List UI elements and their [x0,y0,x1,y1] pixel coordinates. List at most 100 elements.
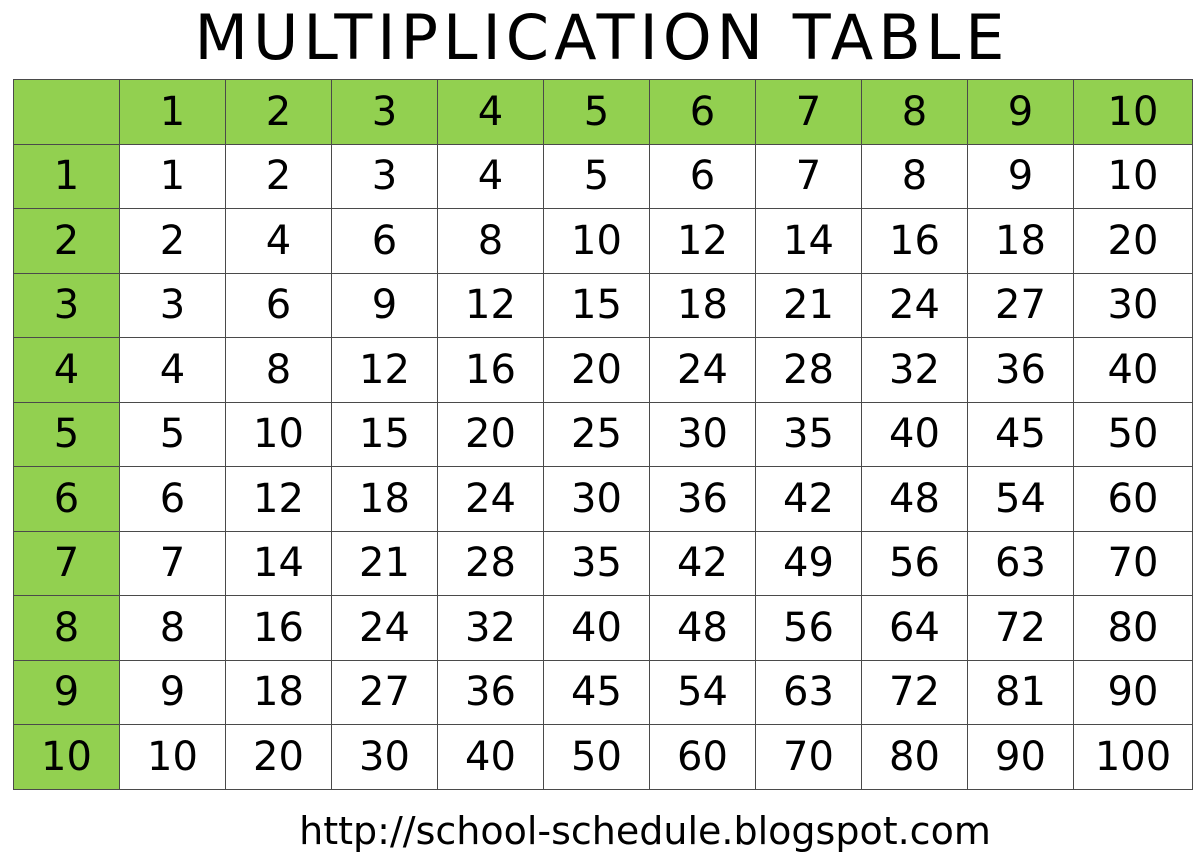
product-cell: 30 [1073,272,1193,338]
product-cell: 18 [967,208,1074,274]
product-cell: 36 [437,659,544,725]
product-cell: 40 [1073,337,1193,403]
product-cell: 14 [755,208,862,274]
product-cell: 1 [119,143,226,209]
product-cell: 81 [967,659,1074,725]
product-cell: 20 [543,337,650,403]
product-cell: 54 [649,659,756,725]
product-cell: 50 [543,724,650,790]
product-cell: 60 [649,724,756,790]
product-cell: 30 [543,466,650,532]
product-cell: 25 [543,401,650,467]
product-cell: 80 [1073,595,1193,661]
column-header: 6 [649,79,756,145]
product-cell: 40 [543,595,650,661]
table-body: 1 1 2 3 4 5 6 7 8 9 10 2 2 4 6 8 10 12 14 16 18 20 3 3 6 9 12 15 18 2… [13,143,1193,790]
product-cell: 35 [543,530,650,596]
product-cell: 18 [331,466,438,532]
product-cell: 8 [119,595,226,661]
product-cell: 8 [437,208,544,274]
product-cell: 24 [861,272,968,338]
product-cell: 100 [1073,724,1193,790]
column-header-row: 1 2 3 4 5 6 7 8 9 10 [13,79,1193,145]
product-cell: 50 [1073,401,1193,467]
row-header: 6 [13,466,120,532]
row-header: 1 [13,143,120,209]
product-cell: 90 [1073,659,1193,725]
product-cell: 16 [225,595,332,661]
product-cell: 72 [861,659,968,725]
product-cell: 12 [331,337,438,403]
product-cell: 32 [861,337,968,403]
product-cell: 3 [331,143,438,209]
product-cell: 5 [543,143,650,209]
product-cell: 45 [543,659,650,725]
product-cell: 15 [543,272,650,338]
product-cell: 6 [331,208,438,274]
product-cell: 64 [861,595,968,661]
product-cell: 27 [967,272,1074,338]
product-cell: 3 [119,272,226,338]
column-header: 8 [861,79,968,145]
row-header: 8 [13,595,120,661]
product-cell: 60 [1073,466,1193,532]
column-header: 2 [225,79,332,145]
product-cell: 20 [437,401,544,467]
table-row: 3 3 6 9 12 15 18 21 24 27 30 [13,272,1193,338]
product-cell: 28 [437,530,544,596]
product-cell: 36 [967,337,1074,403]
product-cell: 30 [649,401,756,467]
product-cell: 6 [225,272,332,338]
product-cell: 4 [225,208,332,274]
table-row: 6 6 12 18 24 30 36 42 48 54 60 [13,466,1193,532]
product-cell: 49 [755,530,862,596]
product-cell: 10 [543,208,650,274]
column-header: 1 [119,79,226,145]
multiplication-table: 1 2 3 4 5 6 7 8 9 10 1 1 2 3 4 5 6 7 8 9 10 2 2 4 6 8 10… [13,79,1193,790]
product-cell: 48 [649,595,756,661]
product-cell: 5 [119,401,226,467]
table-row: 10 10 20 30 40 50 60 70 80 90 100 [13,724,1193,790]
footer-url: http://school-schedule.blogspot.com [299,809,991,853]
product-cell: 9 [119,659,226,725]
product-cell: 80 [861,724,968,790]
product-cell: 70 [755,724,862,790]
column-header: 7 [755,79,862,145]
product-cell: 42 [755,466,862,532]
product-cell: 63 [967,530,1074,596]
product-cell: 32 [437,595,544,661]
column-header: 5 [543,79,650,145]
product-cell: 28 [755,337,862,403]
product-cell: 18 [225,659,332,725]
row-header: 7 [13,530,120,596]
product-cell: 21 [755,272,862,338]
column-header: 9 [967,79,1074,145]
product-cell: 10 [119,724,226,790]
table-row: 2 2 4 6 8 10 12 14 16 18 20 [13,208,1193,274]
table-row: 1 1 2 3 4 5 6 7 8 9 10 [13,143,1193,209]
product-cell: 42 [649,530,756,596]
product-cell: 7 [755,143,862,209]
product-cell: 45 [967,401,1074,467]
product-cell: 90 [967,724,1074,790]
product-cell: 10 [1073,143,1193,209]
row-header: 5 [13,401,120,467]
row-header: 10 [13,724,120,790]
product-cell: 6 [649,143,756,209]
product-cell: 63 [755,659,862,725]
product-cell: 16 [861,208,968,274]
product-cell: 24 [437,466,544,532]
product-cell: 4 [437,143,544,209]
product-cell: 18 [649,272,756,338]
product-cell: 6 [119,466,226,532]
product-cell: 9 [331,272,438,338]
product-cell: 56 [755,595,862,661]
column-header: 10 [1073,79,1193,145]
product-cell: 12 [225,466,332,532]
column-header: 4 [437,79,544,145]
corner-cell [13,79,120,145]
table-row: 4 4 8 12 16 20 24 28 32 36 40 [13,337,1193,403]
product-cell: 16 [437,337,544,403]
product-cell: 14 [225,530,332,596]
row-header: 9 [13,659,120,725]
